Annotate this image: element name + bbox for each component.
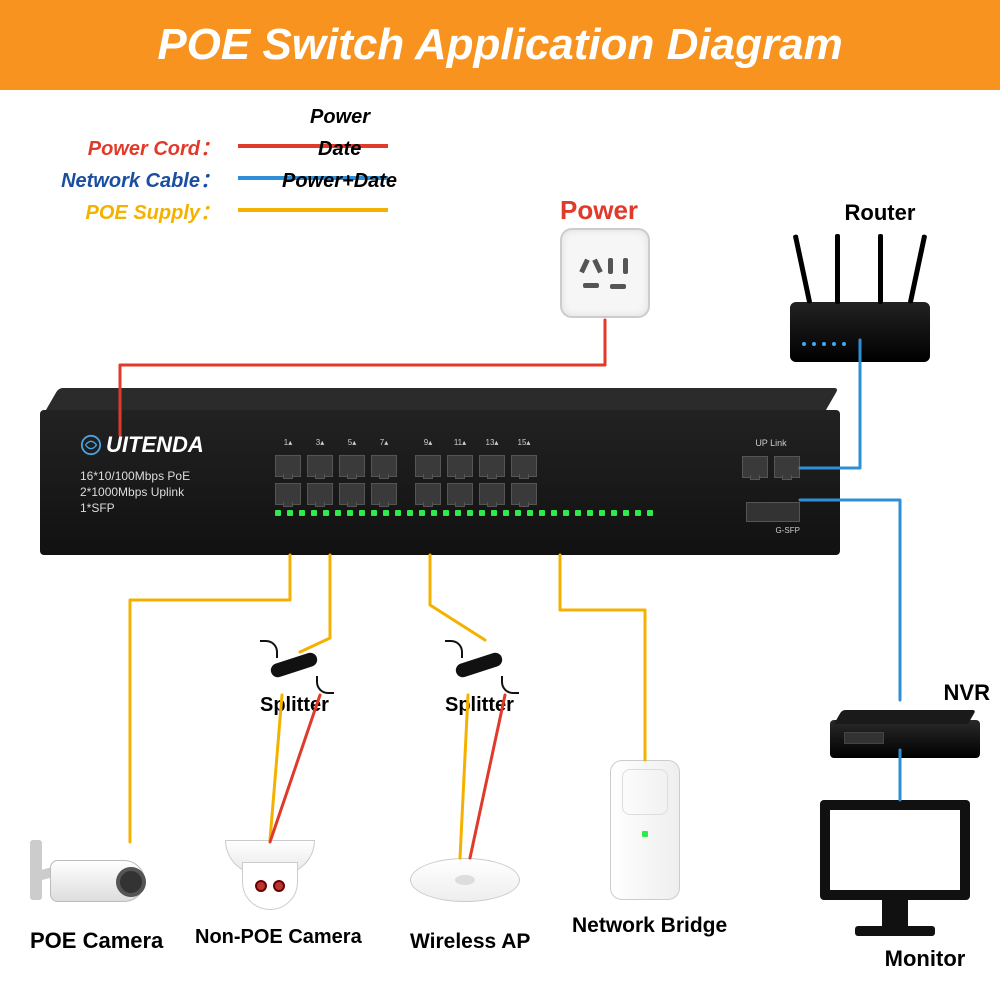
wall-outlet-icon: [560, 228, 650, 318]
nonpoe-camera-group: Non-POE Camera: [215, 840, 362, 949]
power-label: Power: [560, 195, 638, 226]
uplink-ports: UP Link: [742, 438, 800, 478]
switch-ports: 1▴3▴5▴7▴9▴11▴13▴15▴: [275, 438, 537, 505]
wireless-ap-group: Wireless AP: [410, 858, 530, 954]
nvr-icon: [830, 720, 980, 758]
router-label: Router: [830, 200, 930, 226]
switch-specs: 16*10/100Mbps PoE 2*1000Mbps Uplink 1*SF…: [80, 468, 190, 517]
splitter-label: Splitter: [260, 694, 330, 717]
router-icon: [790, 302, 930, 362]
legend-sub: Power+Date: [282, 170, 397, 193]
legend-line: [238, 144, 388, 148]
monitor-label: Monitor: [880, 946, 970, 972]
network-bridge-icon: [610, 760, 680, 900]
splitter-icon: [260, 640, 330, 690]
splitter-2: Splitter: [445, 640, 515, 717]
splitter-icon: [445, 640, 515, 690]
splitter-label: Splitter: [445, 694, 515, 717]
legend-label: POE Supply：: [50, 196, 220, 225]
spec-line: 2*1000Mbps Uplink: [80, 484, 190, 500]
splitter-1: Splitter: [260, 640, 330, 717]
switch-brand: UITENDA: [80, 432, 204, 458]
poe-camera-icon: [30, 840, 170, 910]
legend: Power Cord： Power Network Cable： Date PO…: [50, 130, 388, 226]
poe-camera-group: POE Camera: [30, 840, 170, 954]
wireless-ap-icon: [410, 858, 520, 908]
router-group: Router: [790, 200, 930, 362]
spec-line: 16*10/100Mbps PoE: [80, 468, 190, 484]
sfp-label: G-SFP: [776, 526, 800, 535]
network-bridge-label: Network Bridge: [572, 914, 727, 938]
legend-label: Power Cord：: [50, 132, 220, 161]
poe-switch: UITENDA 16*10/100Mbps PoE 2*1000Mbps Upl…: [40, 410, 840, 555]
network-bridge-group: Network Bridge: [610, 760, 727, 938]
legend-row-poe: POE Supply：: [50, 194, 388, 226]
nvr-label: NVR: [830, 680, 990, 706]
monitor-icon: [820, 800, 970, 936]
nonpoe-camera-label: Non-POE Camera: [195, 926, 362, 949]
legend-sub: Power: [310, 106, 370, 129]
legend-sub: Date: [318, 138, 361, 161]
nvr-group: NVR: [830, 680, 980, 758]
switch-leds: [275, 510, 653, 516]
monitor-group: Monitor: [820, 800, 970, 972]
wireless-ap-label: Wireless AP: [410, 930, 530, 954]
poe-camera-label: POE Camera: [30, 928, 170, 954]
title-text: POE Switch Application Diagram: [157, 20, 842, 70]
spec-line: 1*SFP: [80, 500, 190, 516]
switch-brand-text: UITENDA: [106, 432, 204, 458]
legend-label: Network Cable：: [50, 164, 220, 193]
legend-line: [238, 208, 388, 212]
title-bar: POE Switch Application Diagram: [0, 0, 1000, 90]
sfp-port: [746, 502, 800, 522]
dome-camera-icon: [215, 840, 325, 920]
uplink-label: UP Link: [755, 438, 786, 448]
